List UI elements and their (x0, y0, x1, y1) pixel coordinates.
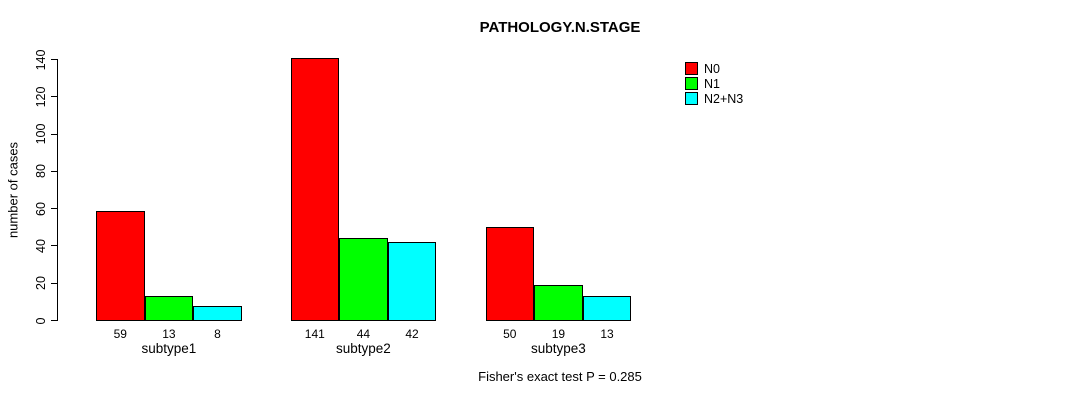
bar-n2+n3-subtype2 (387, 242, 437, 322)
legend-item: N1 (685, 76, 743, 91)
bar-n1-subtype3 (534, 285, 583, 322)
y-tick-mark (51, 96, 57, 98)
bar-value-label: 13 (600, 327, 614, 341)
chart-title: PATHOLOGY.N.STAGE (479, 19, 641, 36)
bar-value-label: 19 (551, 327, 566, 341)
y-axis-label: number of cases (5, 141, 21, 239)
bar-n2+n3-subtype1 (193, 305, 242, 322)
legend-swatch-icon (685, 62, 698, 75)
category-label-subtype1: subtype1 (141, 341, 197, 356)
y-tick-mark (51, 282, 57, 284)
annotation-text: Fisher's exact test P = 0.285 (478, 369, 642, 384)
legend-item: N2+N3 (685, 91, 744, 106)
bar-n0-subtype1 (96, 210, 145, 322)
bar-n1-subtype2 (339, 238, 388, 322)
y-tick-label: 40 (34, 238, 48, 253)
y-axis-line (57, 59, 58, 321)
category-label-subtype3: subtype3 (530, 341, 586, 356)
y-tick-label: 0 (34, 317, 48, 324)
bar-n1-subtype1 (144, 296, 194, 322)
legend: N0 N1 N2+N3 (685, 61, 744, 106)
y-tick-label: 140 (34, 49, 48, 70)
legend-item: N0 (685, 61, 743, 76)
bar-value-label: 50 (503, 327, 517, 341)
legend-label: N2+N3 (704, 91, 744, 106)
y-tick-mark (51, 170, 57, 172)
bar-value-label: 8 (214, 327, 221, 341)
legend-label: N1 (704, 76, 720, 91)
bar-value-label: 42 (405, 327, 419, 341)
bar-n2+n3-subtype3 (582, 296, 632, 322)
bar-value-label: 141 (304, 327, 325, 341)
bar-n0-subtype2 (290, 57, 340, 322)
y-tick-mark (51, 208, 57, 210)
y-tick-mark (51, 59, 57, 60)
bar-n0-subtype3 (485, 227, 535, 322)
y-tick-label: 120 (34, 86, 48, 108)
y-tick-label: 80 (34, 164, 48, 179)
bar-value-label: 59 (113, 327, 127, 341)
y-tick-label: 20 (34, 276, 48, 291)
legend-swatch-icon (685, 92, 698, 105)
y-tick-mark (51, 320, 57, 321)
y-tick-mark (51, 133, 57, 135)
y-tick-label: 100 (34, 123, 48, 145)
legend-swatch-icon (685, 77, 698, 90)
legend-label: N0 (704, 61, 720, 76)
bar-value-label: 13 (162, 327, 176, 341)
category-label-subtype2: subtype2 (335, 341, 391, 356)
bar-value-label: 44 (356, 327, 371, 341)
y-tick-label: 60 (34, 201, 48, 216)
y-tick-mark (51, 245, 57, 247)
